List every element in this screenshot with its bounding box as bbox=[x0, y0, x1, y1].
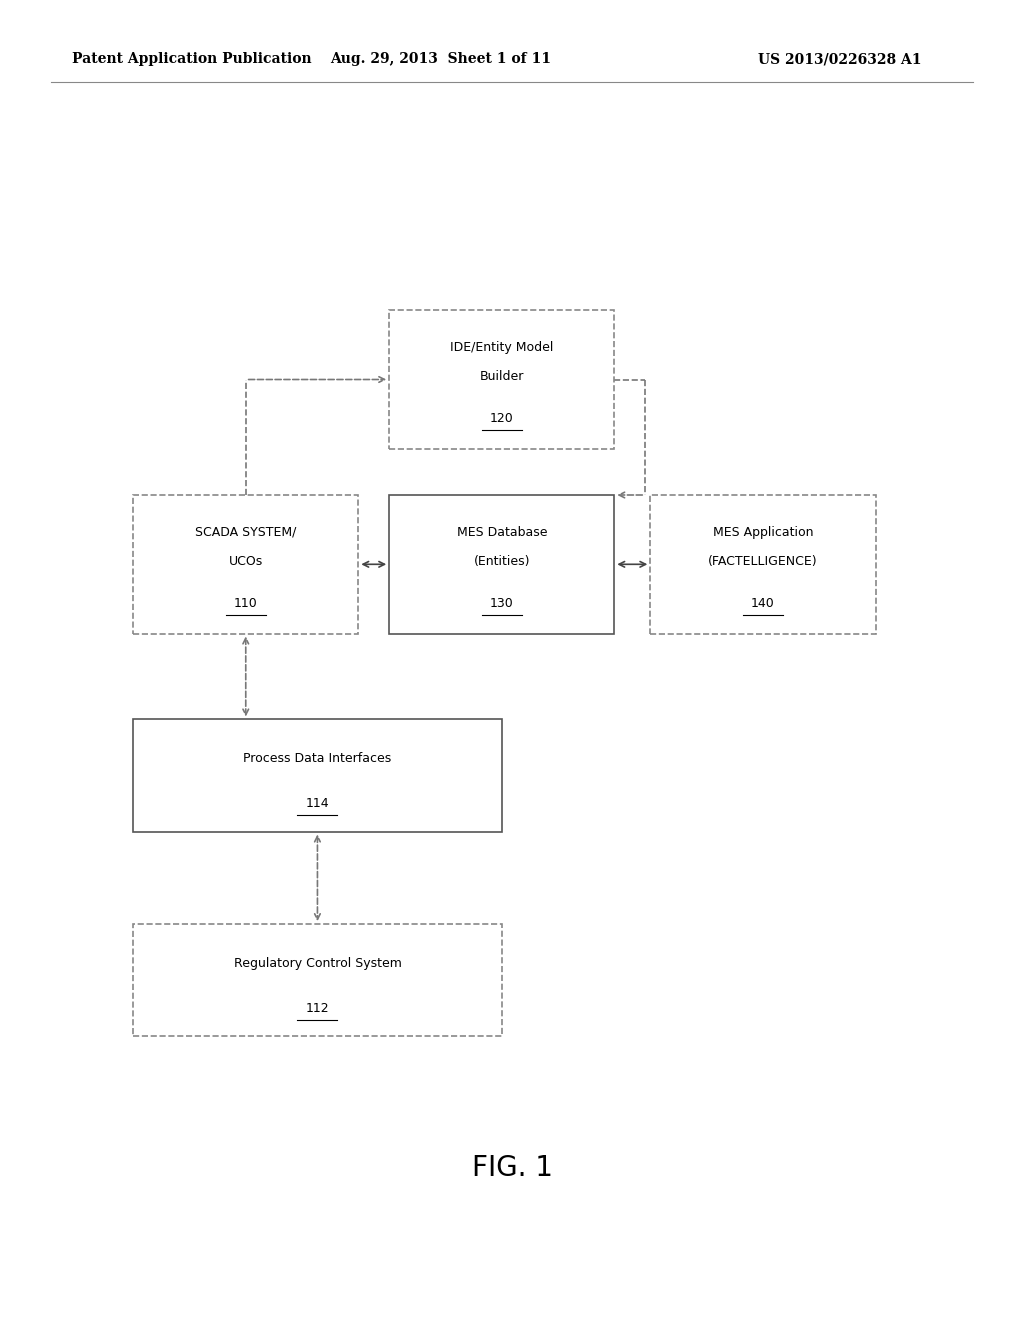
Bar bbox=[389, 310, 614, 449]
Text: US 2013/0226328 A1: US 2013/0226328 A1 bbox=[758, 53, 922, 66]
Text: 130: 130 bbox=[489, 597, 514, 610]
Bar bbox=[389, 495, 614, 634]
Text: UCOs: UCOs bbox=[228, 554, 263, 568]
Text: 114: 114 bbox=[305, 797, 330, 810]
Text: 112: 112 bbox=[305, 1002, 330, 1015]
Text: Aug. 29, 2013  Sheet 1 of 11: Aug. 29, 2013 Sheet 1 of 11 bbox=[330, 53, 551, 66]
Text: IDE/Entity Model: IDE/Entity Model bbox=[451, 341, 553, 354]
Text: 110: 110 bbox=[233, 597, 258, 610]
Text: FIG. 1: FIG. 1 bbox=[471, 1154, 553, 1183]
Text: SCADA SYSTEM/: SCADA SYSTEM/ bbox=[196, 525, 296, 539]
Text: MES Database: MES Database bbox=[457, 525, 547, 539]
Text: MES Application: MES Application bbox=[713, 525, 813, 539]
Text: 140: 140 bbox=[751, 597, 775, 610]
Text: Builder: Builder bbox=[479, 370, 524, 383]
Bar bbox=[133, 924, 502, 1036]
Text: (FACTELLIGENCE): (FACTELLIGENCE) bbox=[708, 554, 818, 568]
Text: 120: 120 bbox=[489, 412, 514, 425]
Text: Regulatory Control System: Regulatory Control System bbox=[233, 957, 401, 970]
Text: Process Data Interfaces: Process Data Interfaces bbox=[244, 752, 391, 766]
Bar bbox=[133, 719, 502, 832]
Bar bbox=[133, 495, 358, 634]
Text: Patent Application Publication: Patent Application Publication bbox=[72, 53, 311, 66]
Text: (Entities): (Entities) bbox=[473, 554, 530, 568]
Bar bbox=[650, 495, 876, 634]
